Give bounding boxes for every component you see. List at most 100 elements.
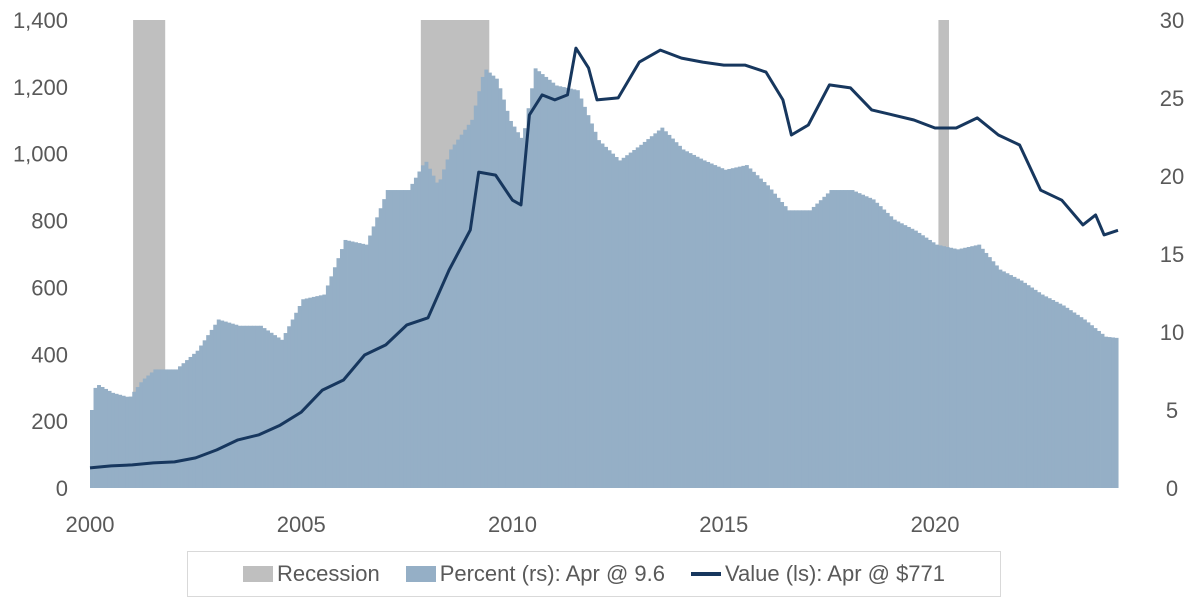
percent-bar: [1030, 287, 1035, 488]
percent-bar: [199, 345, 204, 488]
percent-bar: [565, 87, 570, 489]
percent-bar: [237, 325, 242, 488]
percent-bar: [512, 126, 517, 488]
percent-bar: [170, 369, 175, 488]
percent-bar: [160, 369, 165, 488]
percent-bar: [678, 145, 682, 488]
percent-bar: [505, 110, 510, 489]
percent-bar: [259, 325, 263, 488]
percent-bar: [558, 86, 563, 489]
percent-bar: [406, 190, 411, 489]
percent-bar: [628, 152, 633, 488]
percent-bar: [1054, 301, 1059, 488]
percent-bar: [773, 193, 778, 488]
percent-bar: [149, 372, 154, 488]
percent-bar: [347, 240, 351, 488]
percent-bar: [294, 312, 299, 488]
percent-bar: [868, 197, 873, 488]
percent-bar: [681, 149, 686, 489]
percent-bar: [544, 76, 549, 488]
percent-bar: [290, 319, 295, 488]
percent-bar: [163, 369, 168, 488]
percent-bar: [561, 87, 566, 488]
percent-bar: [343, 239, 348, 488]
percent-bar: [660, 127, 665, 488]
percent-bar: [811, 206, 816, 488]
percent-bar: [209, 329, 214, 488]
percent-bar: [861, 194, 866, 488]
percent-bar: [1100, 333, 1105, 488]
percent-bar: [885, 212, 890, 489]
percent-bar: [1047, 298, 1052, 488]
percent-bar: [540, 74, 545, 488]
percent-bar: [213, 324, 218, 488]
percent-bar: [980, 248, 985, 488]
percent-bar: [762, 181, 767, 489]
percent-bar: [575, 90, 580, 488]
percent-bar: [973, 245, 978, 488]
percent-bar: [1037, 292, 1042, 488]
percent-bar: [600, 143, 605, 488]
percent-bar: [554, 85, 559, 489]
percent-bar: [456, 139, 461, 488]
percent-bar: [959, 248, 964, 488]
percent-bar: [301, 299, 306, 488]
percent-bar: [857, 193, 862, 488]
percent-bar: [839, 190, 844, 489]
percent-bar: [1111, 337, 1116, 488]
x-tick-label: 2020: [911, 512, 960, 537]
percent-bar: [178, 366, 182, 488]
percent-bar: [185, 360, 189, 488]
percent-bar: [97, 385, 101, 488]
legend-label: Value (ls): Apr @ $771: [724, 561, 946, 586]
y-right-tick-label: 0: [1166, 476, 1178, 501]
chart-plot: 0 200 400 600 800 1,000 1,200 1,400 0 5 10 15 20 25 30…: [13, 8, 1184, 537]
percent-bar: [251, 325, 256, 488]
percent-bar: [244, 325, 249, 488]
y-left-tick-label: 0: [56, 476, 68, 501]
percent-bar: [758, 178, 763, 488]
y-right-tick-label: 20: [1160, 164, 1184, 189]
percent-bar: [790, 210, 795, 488]
percent-bar: [751, 171, 756, 488]
percent-bar: [364, 244, 369, 488]
x-tick-label: 2010: [488, 512, 537, 537]
percent-bar: [663, 131, 668, 488]
percent-bar: [843, 190, 848, 489]
percent-bar: [769, 189, 774, 488]
percent-bar: [266, 330, 270, 488]
percent-bar: [417, 171, 422, 488]
percent-bar: [808, 210, 813, 488]
percent-bar: [280, 339, 285, 488]
percent-bar: [146, 375, 151, 488]
percent-bar: [963, 247, 968, 488]
percent-bar: [935, 244, 939, 488]
percent-bar: [748, 168, 753, 488]
percent-bar: [871, 199, 876, 488]
legend-item-value: Value (ls): Apr @ $771: [690, 561, 946, 587]
percent-bar: [579, 98, 584, 489]
percent-bar: [1061, 305, 1066, 488]
percent-bar: [850, 190, 855, 489]
percent-bar: [797, 210, 802, 488]
percent-bar: [174, 369, 179, 488]
percent-bar: [593, 131, 598, 489]
percent-bar: [202, 340, 207, 488]
x-tick-label: 2015: [699, 512, 748, 537]
percent-bar: [656, 130, 661, 488]
percent-bar: [1040, 294, 1045, 488]
percent-bar: [818, 200, 823, 488]
percent-bar: [674, 142, 679, 488]
percent-bar: [815, 203, 820, 488]
percent-bar: [269, 332, 274, 488]
percent-bar: [132, 391, 137, 488]
percent-bar: [428, 168, 432, 488]
percent-bar: [589, 123, 594, 488]
percent-bar: [1016, 278, 1020, 488]
percent-bar: [466, 124, 471, 488]
y-left-tick-label: 200: [31, 409, 68, 434]
percent-bar: [442, 169, 447, 488]
percent-bar: [618, 160, 623, 488]
percent-bar: [459, 134, 464, 488]
value-line: [89, 46, 1119, 470]
